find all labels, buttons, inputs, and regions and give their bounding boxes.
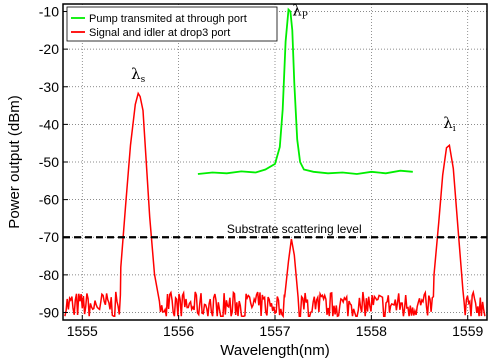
y-tick-label: -60 — [39, 192, 59, 208]
y-tick-label: -80 — [39, 267, 59, 283]
series-signal-idler-line — [64, 91, 486, 319]
x-tick-label: 1555 — [67, 323, 98, 339]
wavelength-label: λP — [292, 1, 308, 21]
ticks: 1555 1556 1557 1558 1559 -10 -20 -30 -40 -50 -60 -7… — [39, 4, 484, 339]
x-tick-label: 1556 — [163, 323, 194, 339]
scattering-level-label: Substrate scattering level — [227, 222, 362, 236]
y-tick-label: -50 — [39, 154, 59, 170]
x-tick-label: 1557 — [259, 323, 290, 339]
y-tick-label: -20 — [39, 41, 59, 57]
y-tick-label: -90 — [39, 304, 59, 320]
x-axis-label: Wavelength(nm) — [220, 342, 329, 359]
legend: Pump transmited at through port Signal an… — [66, 6, 278, 42]
legend-box — [66, 6, 278, 42]
y-axis-label: Power output (dBm) — [6, 95, 23, 228]
legend-label: Signal and idler at drop3 port — [89, 27, 230, 39]
annotation-layer: Substrate scattering level λs λP λi — [63, 1, 487, 239]
x-tick-label: 1559 — [452, 323, 483, 339]
y-tick-label: -70 — [39, 229, 59, 245]
y-tick-label: -10 — [39, 4, 59, 20]
series-layer — [64, 7, 486, 319]
wavelength-label: λs — [131, 65, 146, 85]
legend-label: Pump transmited at through port — [89, 13, 247, 25]
y-tick-label: -40 — [39, 116, 59, 132]
x-tick-label: 1558 — [356, 323, 387, 339]
wavelength-label: λi — [443, 114, 456, 134]
series-pump-line — [197, 7, 413, 175]
y-tick-label: -30 — [39, 79, 59, 95]
